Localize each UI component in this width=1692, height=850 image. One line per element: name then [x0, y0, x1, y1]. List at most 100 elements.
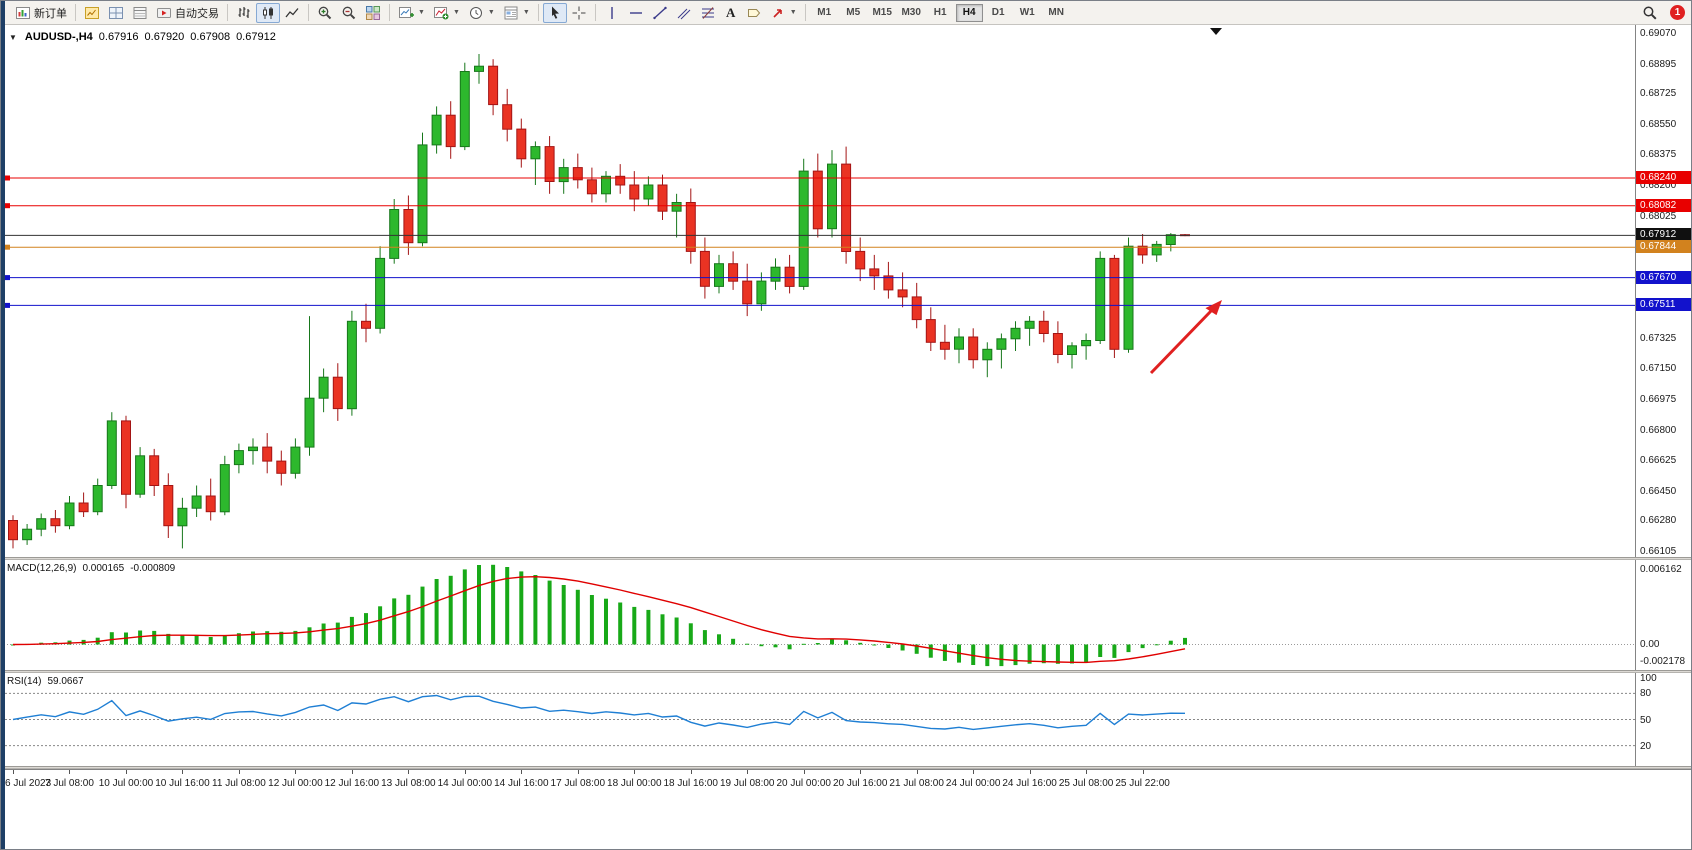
periods-button[interactable]: ▼	[464, 3, 499, 23]
macd-axis[interactable]: 0.006162 0.00 -0.002178	[1635, 560, 1691, 670]
time-axis-tick	[1086, 770, 1088, 774]
time-axis[interactable]: 6 Jul 2023 7 Jul 08:00 10 Jul 00:00 10 Jul …	[1, 769, 1691, 799]
tile-windows-button[interactable]	[361, 3, 385, 23]
time-axis-tick	[690, 770, 692, 774]
crosshair-button[interactable]	[567, 3, 591, 23]
time-axis-label: 10 Jul 00:00	[98, 778, 154, 789]
tile-windows-icon	[366, 5, 380, 20]
vertical-line-button[interactable]	[600, 3, 624, 23]
timeframe-m5[interactable]: M5	[846, 7, 861, 18]
price-badge: 0.68240	[1636, 171, 1691, 185]
timeframe-h4[interactable]: H4	[955, 3, 983, 22]
profiles-button[interactable]	[104, 3, 128, 23]
zoom-in-button[interactable]	[313, 3, 337, 23]
templates-icon	[504, 6, 518, 19]
price-badge: 0.67670	[1636, 270, 1691, 284]
price-axis[interactable]: 0.69070 0.68895 0.68725 0.68550 0.68375 0.682…	[1635, 25, 1691, 558]
rsi-panel: RSI(14) 59.0667 100 80 50 20	[1, 673, 1691, 766]
toolbar-separator	[594, 4, 596, 21]
time-axis-tick	[125, 770, 127, 774]
rsi-label: RSI(14)	[7, 676, 42, 687]
timeframe-m30[interactable]: M30	[901, 7, 921, 18]
time-axis-label: 17 Jul 08:00	[550, 778, 606, 789]
text-tool-icon: A	[726, 4, 736, 20]
time-axis-label: 20 Jul 00:00	[776, 778, 831, 789]
autotrading-button[interactable]: 自动交易	[152, 3, 223, 23]
candlestick-chart-button[interactable]	[256, 2, 280, 23]
one-click-trading-toggle[interactable]: ▼	[9, 32, 17, 42]
dropdown-caret-icon: ▼	[487, 9, 495, 16]
text-label-button[interactable]	[742, 3, 766, 23]
cursor-button[interactable]	[542, 2, 567, 23]
rsi-canvas[interactable]	[1, 673, 1635, 766]
timeframe-h1[interactable]: H1	[933, 7, 947, 18]
rsi-axis-label: 80	[1640, 688, 1652, 700]
arrows-button[interactable]: ▼	[766, 3, 801, 23]
macd-canvas[interactable]	[1, 560, 1635, 670]
time-axis-label: 24 Jul 00:00	[945, 778, 1001, 789]
price-axis-label: 0.66105	[1640, 546, 1677, 558]
time-axis-tick	[973, 770, 975, 774]
timeframe-mn[interactable]: MN	[1048, 7, 1064, 18]
new-order-button[interactable]: 新订单	[11, 3, 71, 23]
new-chart-button[interactable]: ▼	[394, 3, 429, 23]
chart-window-button[interactable]	[80, 3, 104, 23]
time-axis-label: 18 Jul 16:00	[663, 778, 719, 789]
trendline-icon	[653, 6, 667, 19]
line-chart-icon	[285, 7, 299, 17]
timeframe-group: M1 M5 M15 M30 H1 H4 D1 W1 MN	[810, 3, 1071, 22]
fibonacci-button[interactable]	[696, 3, 720, 23]
candlestick-chart-icon	[263, 6, 273, 19]
price-axis-label: 0.66280	[1640, 515, 1677, 527]
dropdown-caret-icon: ▼	[418, 9, 425, 16]
toolbar-separator	[75, 4, 76, 21]
horizontal-line-button[interactable]	[624, 3, 648, 23]
toolbar-separator	[389, 4, 390, 21]
time-axis-tick	[69, 770, 71, 774]
panel-splitter[interactable]	[1, 670, 1691, 673]
price-badge: 0.67511	[1636, 298, 1691, 312]
bar-chart-button[interactable]	[232, 3, 256, 23]
channel-button[interactable]	[672, 3, 696, 23]
autotrading-label: 自动交易	[175, 7, 219, 20]
data-window-button[interactable]	[128, 3, 152, 23]
trendline-button[interactable]	[648, 3, 672, 23]
time-axis-tick	[916, 770, 918, 774]
text-button[interactable]: A	[720, 3, 742, 23]
price-axis-label: 0.66450	[1640, 485, 1677, 497]
main-chart-canvas[interactable]	[1, 25, 1635, 557]
macd-main-value: 0.000165	[82, 563, 125, 574]
timeframe-m15[interactable]: M15	[872, 7, 892, 18]
templates-button[interactable]: ▼	[499, 3, 534, 23]
chart-open-value: 0.67916	[98, 31, 139, 43]
price-badge: 0.68082	[1636, 198, 1691, 212]
toolbar-separator	[308, 4, 309, 21]
panel-splitter[interactable]	[1, 557, 1691, 560]
zoom-in-icon	[318, 6, 332, 19]
timeframe-d1[interactable]: D1	[991, 7, 1005, 18]
indicators-button[interactable]: ▼	[429, 3, 464, 23]
search-button[interactable]	[1638, 3, 1662, 23]
zoom-out-button[interactable]	[337, 3, 361, 23]
new-order-icon	[16, 6, 30, 19]
line-chart-button[interactable]	[280, 3, 304, 23]
cursor-icon	[551, 6, 559, 19]
timeframe-w1[interactable]: W1	[1019, 7, 1035, 18]
macd-header: MACD(12,26,9) 0.000165 -0.000809	[7, 563, 175, 574]
panel-splitter[interactable]	[1, 766, 1691, 769]
rsi-axis-label: 100	[1640, 673, 1657, 684]
price-axis-label: 0.66800	[1640, 424, 1677, 436]
rsi-header: RSI(14) 59.0667	[7, 676, 84, 687]
macd-label: MACD(12,26,9)	[7, 563, 77, 574]
toolbar-separator	[227, 4, 228, 21]
time-axis-label: 6 Jul 2023	[5, 778, 52, 789]
autotrading-icon	[157, 7, 171, 18]
timeframe-m1[interactable]: M1	[817, 7, 832, 18]
time-axis-label: 14 Jul 00:00	[437, 778, 493, 789]
channel-icon	[677, 8, 691, 19]
time-axis-tick	[747, 770, 749, 774]
time-axis-label: 25 Jul 08:00	[1058, 778, 1114, 789]
notification-badge[interactable]: 1	[1670, 5, 1685, 20]
rsi-axis[interactable]: 100 80 50 20	[1635, 673, 1691, 766]
